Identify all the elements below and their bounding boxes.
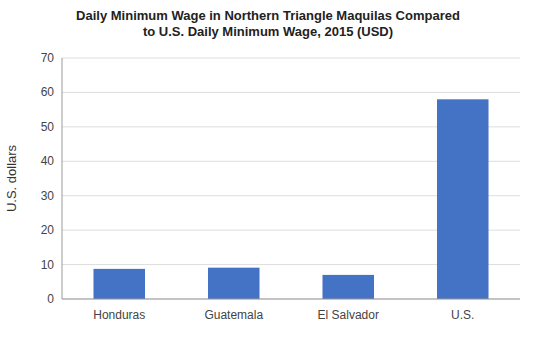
x-tick-label: El Salvador <box>318 308 379 322</box>
chart-container: Daily Minimum Wage in Northern Triangle … <box>0 0 536 339</box>
y-tick-label: 50 <box>41 120 55 134</box>
bar <box>93 269 145 299</box>
y-tick-label: 70 <box>41 51 55 65</box>
y-tick-label: 60 <box>41 85 55 99</box>
y-tick-label: 20 <box>41 223 55 237</box>
y-tick-label: 10 <box>41 258 55 272</box>
grid-line <box>62 58 520 59</box>
grid-line <box>62 299 520 300</box>
bar <box>437 99 489 299</box>
y-tick-label: 0 <box>47 292 54 306</box>
x-tick-label: Guatemala <box>204 308 263 322</box>
bar <box>322 275 374 299</box>
bar <box>208 268 260 299</box>
y-axis-line <box>62 58 63 299</box>
grid-line <box>62 92 520 93</box>
x-tick-label: U.S. <box>451 308 474 322</box>
x-axis-line <box>62 299 520 300</box>
grid <box>62 58 520 299</box>
chart-svg: Daily Minimum Wage in Northern Triangle … <box>0 0 536 339</box>
bars <box>93 99 488 299</box>
y-tick-label: 40 <box>41 154 55 168</box>
x-tick-label: Honduras <box>93 308 145 322</box>
y-axis-label: U.S. dollars <box>4 144 19 212</box>
y-tick-label: 30 <box>41 189 55 203</box>
y-axis: 0 10 20 30 40 50 60 70 <box>41 51 55 306</box>
x-axis: Honduras Guatemala El Salvador U.S. <box>93 308 474 322</box>
chart-title: Daily Minimum Wage in Northern Triangle … <box>76 8 460 39</box>
